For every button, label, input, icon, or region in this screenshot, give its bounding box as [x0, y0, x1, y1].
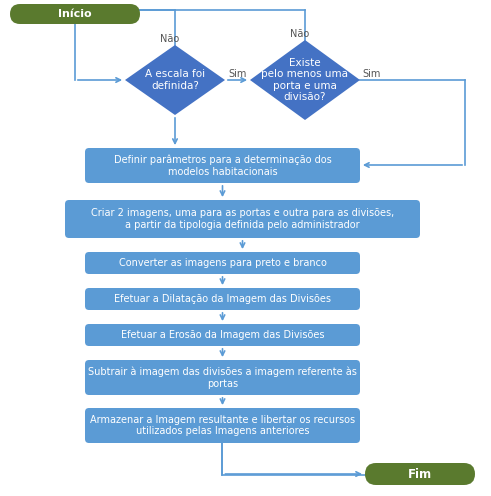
FancyBboxPatch shape	[85, 360, 360, 395]
Text: Converter as imagens para preto e branco: Converter as imagens para preto e branco	[118, 258, 327, 268]
Text: Subtrair à imagem das divisões a imagem referente às
portas: Subtrair à imagem das divisões a imagem …	[88, 367, 357, 388]
FancyBboxPatch shape	[365, 463, 475, 485]
Text: Criar 2 imagens, uma para as portas e outra para as divisões,
a partir da tipolo: Criar 2 imagens, uma para as portas e ou…	[91, 208, 394, 230]
Text: Sim: Sim	[228, 69, 246, 79]
Text: Efetuar a Erosão da Imagem das Divisões: Efetuar a Erosão da Imagem das Divisões	[121, 330, 324, 340]
FancyBboxPatch shape	[85, 408, 360, 443]
Polygon shape	[125, 45, 225, 115]
Text: Armazenar a Imagem resultante e libertar os recursos
utilizados pelas Imagens an: Armazenar a Imagem resultante e libertar…	[90, 415, 355, 436]
FancyBboxPatch shape	[85, 288, 360, 310]
Polygon shape	[250, 40, 360, 120]
Text: Não: Não	[161, 34, 180, 44]
Text: Efetuar a Dilatação da Imagem das Divisões: Efetuar a Dilatação da Imagem das Divisõ…	[114, 294, 331, 304]
Text: Sim: Sim	[363, 69, 381, 79]
FancyBboxPatch shape	[85, 324, 360, 346]
Text: Existe
pelo menos uma
porta e uma
divisão?: Existe pelo menos uma porta e uma divisã…	[262, 58, 349, 102]
Text: Fim: Fim	[408, 468, 432, 481]
Text: A escala foi
definida?: A escala foi definida?	[145, 69, 205, 91]
FancyBboxPatch shape	[10, 4, 140, 24]
FancyBboxPatch shape	[85, 252, 360, 274]
Text: Início: Início	[58, 9, 92, 19]
FancyBboxPatch shape	[65, 200, 420, 238]
Text: Definir parâmetros para a determinação dos
modelos habitacionais: Definir parâmetros para a determinação d…	[113, 154, 331, 177]
FancyBboxPatch shape	[85, 148, 360, 183]
Text: Não: Não	[290, 29, 310, 39]
